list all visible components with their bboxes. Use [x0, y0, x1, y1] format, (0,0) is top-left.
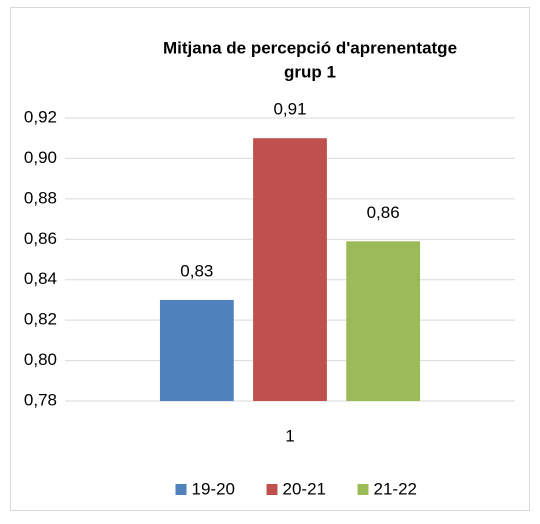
y-tick-label: 0,86 [24, 229, 57, 248]
bar [253, 138, 327, 401]
x-tick-label: 1 [285, 426, 294, 445]
y-tick-label: 0,82 [24, 310, 57, 329]
value-label: 0,86 [367, 203, 400, 222]
y-tick-label: 0,84 [24, 269, 57, 288]
chart-title: grup 1 [284, 62, 336, 81]
value-label: 0,83 [180, 261, 213, 280]
legend-label: 19-20 [192, 479, 235, 498]
y-tick-label: 0,92 [24, 107, 57, 126]
legend-swatch [175, 484, 187, 495]
y-tick-label: 0,90 [24, 148, 57, 167]
bar [346, 241, 421, 401]
bar [159, 299, 234, 401]
y-tick-label: 0,78 [24, 390, 57, 409]
chart-title: Mitjana de percepció d'aprenentatge [163, 38, 457, 57]
legend-label: 21-22 [374, 479, 417, 498]
legend-swatch [357, 484, 369, 495]
legend-swatch [266, 484, 278, 495]
y-tick-label: 0,88 [24, 188, 57, 207]
y-tick-label: 0,80 [24, 350, 57, 369]
legend-label: 20-21 [283, 479, 326, 498]
value-label: 0,91 [273, 100, 306, 119]
